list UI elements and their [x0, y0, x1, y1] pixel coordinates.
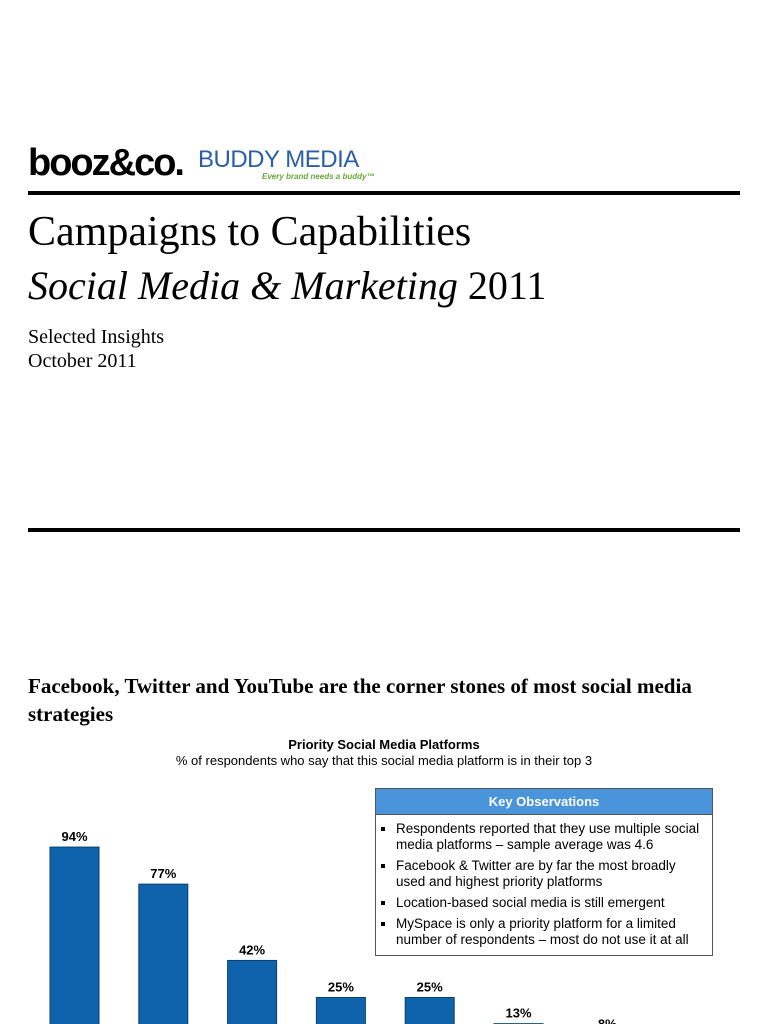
observation: Facebook & Twitter are by far the most b…	[396, 858, 706, 890]
chart-title: Priority Social Media Platforms	[288, 737, 480, 752]
observations-list: Respondents reported that they use multi…	[376, 821, 712, 948]
observation: MySpace is only a priority platform for …	[396, 916, 706, 948]
cover-title: Campaigns to Capabilities	[28, 209, 472, 255]
logo-right: BUDDY MEDIA	[198, 146, 359, 173]
bar	[138, 883, 189, 1024]
slide-heading: Facebook, Twitter and YouTube are the co…	[28, 674, 692, 726]
cover-subtitle: Social Media & Marketing 2011	[28, 262, 546, 309]
cover-label: Selected Insights	[28, 326, 165, 348]
observations-title: Key Observations	[376, 789, 712, 815]
observations-box: Key Observations Respondents reported th…	[375, 788, 713, 956]
value-label: 77%	[150, 866, 176, 881]
logo-tagline: Every brand needs a buddy™	[262, 172, 375, 181]
bar	[404, 997, 455, 1024]
value-label: 13%	[505, 1006, 531, 1021]
bar	[227, 959, 278, 1024]
bar	[315, 997, 366, 1024]
rule	[28, 191, 740, 195]
observation: Location-based social media is still eme…	[396, 895, 706, 911]
rule	[28, 528, 740, 532]
value-label: 42%	[239, 942, 265, 957]
bar	[49, 846, 100, 1024]
value-label: 94%	[61, 829, 87, 844]
subtitle-year: 2011	[467, 263, 547, 308]
value-label: 25%	[328, 980, 354, 995]
value-label: 8%	[598, 1017, 617, 1024]
cover-date: October 2011	[28, 350, 137, 372]
observation: Respondents reported that they use multi…	[396, 821, 706, 853]
value-label: 25%	[417, 980, 443, 995]
subtitle-italic: Social Media & Marketing	[28, 263, 458, 308]
chart-subtitle: % of respondents who say that this socia…	[175, 753, 593, 768]
logo-left: booz&co.	[28, 142, 185, 184]
